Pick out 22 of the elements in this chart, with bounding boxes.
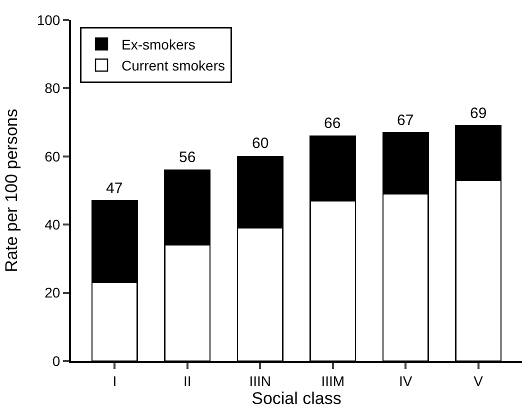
total-label: 69: [470, 105, 487, 122]
y-tick-label: 100: [36, 12, 60, 28]
y-tick-label: 60: [44, 148, 60, 164]
x-tick-label: V: [474, 372, 484, 389]
y-tick-label: 80: [44, 80, 60, 96]
total-label: 56: [179, 149, 196, 166]
legend-label: Ex-smokers: [122, 36, 196, 52]
total-label: 66: [324, 115, 341, 132]
x-tick-label: IIIM: [321, 372, 345, 389]
total-label: 60: [252, 135, 269, 152]
total-label: 47: [106, 180, 123, 197]
x-tick-label: II: [184, 372, 192, 389]
legend-label: Current smokers: [122, 58, 225, 74]
x-tick-label: IIIN: [249, 372, 272, 389]
y-axis-title: Rate per 100 persons: [2, 108, 21, 272]
x-axis-title: Social class: [252, 388, 342, 408]
x-tick-label: I: [112, 372, 117, 389]
y-tick-label: 0: [52, 352, 60, 369]
x-tick-label: IV: [398, 372, 413, 389]
y-tick-label: 20: [44, 284, 60, 301]
y-tick-label: 40: [44, 216, 60, 232]
total-label: 67: [397, 112, 414, 129]
